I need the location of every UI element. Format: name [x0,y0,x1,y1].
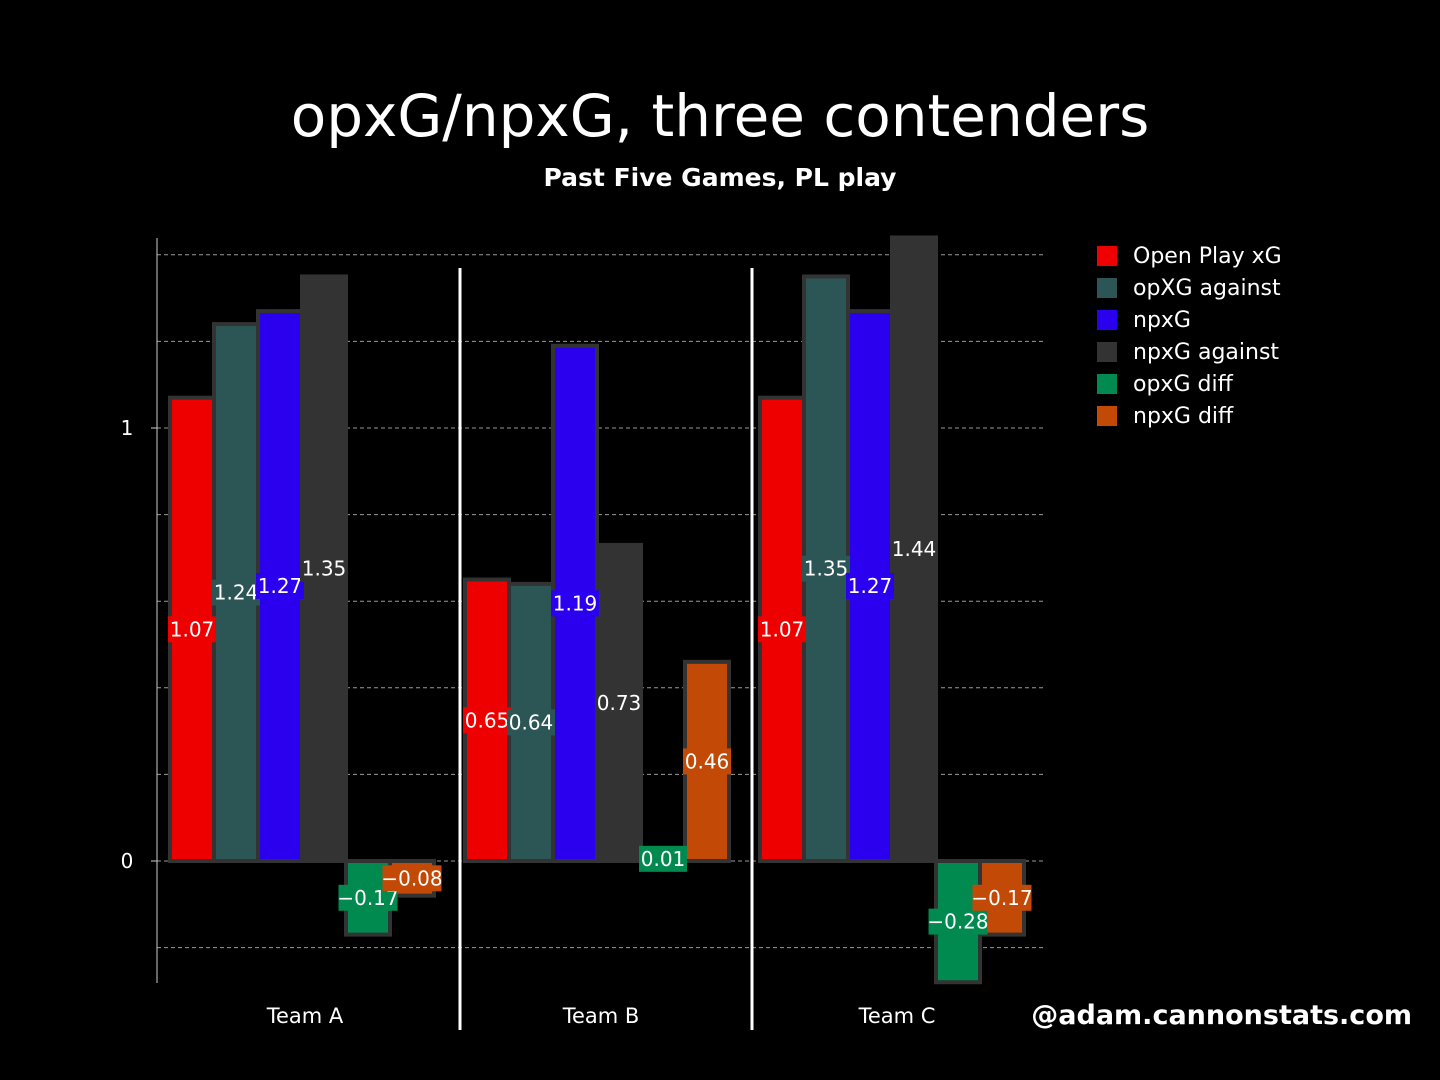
team-separators [458,268,754,1030]
chart-title: opxG/npxG, three contenders [290,82,1150,150]
x-axis-categories: Team A Team B Team C [266,1004,936,1028]
legend-item: npxG against [1097,336,1282,368]
data-label-bg [683,748,731,775]
y-axis: 01 [121,238,158,983]
data-label: 1.24 [214,581,259,605]
legend-label: npxG against [1133,339,1280,365]
data-label: 1.35 [804,557,849,581]
data-label-bg [168,616,216,643]
data-label: 1.19 [553,591,598,615]
legend-label: opXG against [1133,275,1281,301]
legend-swatch [1097,342,1117,362]
legend-label: Open Play xG [1133,243,1282,269]
legend-item: opXG against [1097,272,1282,304]
data-label-bg [507,709,555,736]
data-label: −0.17 [971,886,1032,910]
data-label: 0.46 [685,749,730,773]
data-label-bg [382,865,442,892]
data-label-bg [802,555,850,582]
data-label-bg [890,536,938,563]
legend-label: opxG diff [1133,371,1233,397]
data-label-bg [595,689,643,716]
legend: Open Play xG opXG against npxG npxG against… [1097,240,1282,432]
data-label-bg [758,616,806,643]
data-label: 1.27 [848,574,893,598]
data-label-bg [212,579,260,606]
data-label: 0.64 [509,710,554,734]
legend-swatch [1097,278,1117,298]
legend-swatch [1097,374,1117,394]
data-label-bg [972,884,1032,911]
data-label-bg [846,573,894,600]
data-label: 1.44 [892,537,937,561]
data-label-bg [463,707,511,734]
legend-item: opxG diff [1097,368,1282,400]
legend-item: npxG diff [1097,400,1282,432]
data-label: 1.07 [760,617,805,641]
legend-swatch [1097,246,1117,266]
legend-item: npxG [1097,304,1282,336]
data-label: 0.73 [597,691,642,715]
category-label: Team C [858,1004,936,1028]
y-tick-label: 0 [121,849,134,873]
data-label: −0.28 [927,910,988,934]
data-label: 0.01 [641,847,686,871]
credit-handle: @adam.cannonstats.com [1031,1000,1412,1031]
data-label: 1.27 [258,574,303,598]
data-label: −0.08 [381,866,442,890]
y-tick-label: 1 [121,416,134,440]
chart-subtitle: Past Five Games, PL play [543,163,897,192]
data-label: 1.07 [170,617,215,641]
data-label: 0.65 [465,708,510,732]
data-label-bg [300,555,348,582]
data-label-bg [551,590,599,617]
legend-item: Open Play xG [1097,240,1282,272]
legend-swatch [1097,310,1117,330]
data-label-bg [256,573,304,600]
category-label: Team A [266,1004,344,1028]
data-label-bg [928,908,988,935]
data-label: 1.35 [302,557,347,581]
legend-label: npxG diff [1133,403,1234,429]
legend-swatch [1097,406,1117,426]
data-label-bg [639,845,687,872]
category-label: Team B [562,1004,640,1028]
data-labels: 1.070.651.071.240.641.351.271.191.271.35… [168,536,1033,935]
legend-label: npxG [1133,307,1191,333]
